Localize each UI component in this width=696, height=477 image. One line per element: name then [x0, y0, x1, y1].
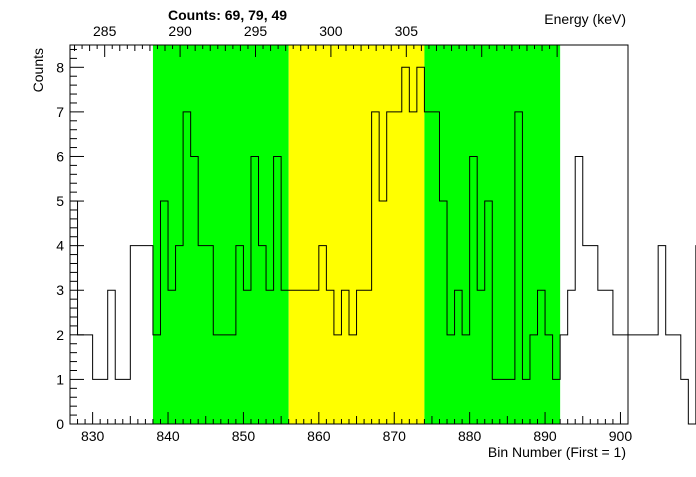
histogram-series — [69, 66, 696, 425]
x-tick-label: 870 — [383, 428, 407, 444]
y-tick-label: 8 — [56, 59, 64, 75]
y-tick-label: 1 — [56, 371, 64, 387]
x-tick-label: 830 — [81, 428, 105, 444]
y-tick-label: 2 — [56, 327, 64, 343]
energy-axis: 285 290 295 300 305 — [74, 23, 558, 57]
x-tick-label: 890 — [533, 428, 557, 444]
energy-tick-label: 295 — [244, 23, 268, 39]
x-tick-label: 880 — [458, 428, 482, 444]
x-axis: 830 840 850 860 870 880 890 900 — [69, 412, 633, 444]
y-tick-label: 3 — [56, 282, 64, 298]
y-tick-label: 6 — [56, 148, 64, 164]
x-tick-label: 860 — [307, 428, 331, 444]
energy-tick-label: 285 — [93, 23, 117, 39]
y-axis: 0 1 2 3 4 5 6 7 8 — [56, 48, 84, 432]
highlight-regions — [152, 45, 561, 424]
x-tick-label: 850 — [232, 428, 256, 444]
y-tick-label: 7 — [56, 104, 64, 120]
region-1 — [152, 45, 289, 424]
energy-tick-label: 290 — [168, 23, 192, 39]
chart-title: Counts: 69, 79, 49 — [168, 7, 287, 23]
x-tick-label: 840 — [156, 428, 180, 444]
energy-tick-label: 305 — [395, 23, 419, 39]
x-axis-label: Bin Number (First = 1) — [488, 444, 626, 460]
histogram-line — [69, 66, 696, 425]
y-tick-label: 4 — [56, 238, 64, 254]
x-tick-label: 900 — [609, 428, 633, 444]
y-axis-label: Counts — [30, 48, 46, 92]
energy-tick-label: 300 — [319, 23, 343, 39]
energy-axis-label: Energy (keV) — [544, 11, 626, 27]
region-2 — [288, 45, 425, 424]
y-tick-label: 0 — [56, 416, 64, 432]
y-tick-label: 5 — [56, 193, 64, 209]
